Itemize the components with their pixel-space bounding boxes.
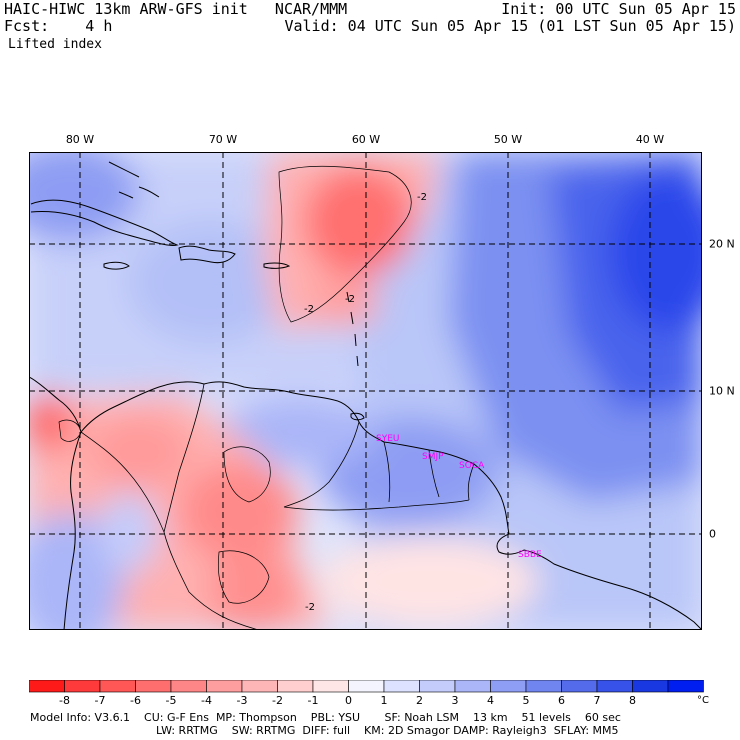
valid-time: Valid: 04 UTC Sun 05 Apr 15 (01 LST Sun …	[284, 17, 736, 35]
colorbar-box	[348, 680, 385, 693]
hispaniola-coast	[178, 245, 236, 264]
graticule	[29, 152, 702, 630]
contour-lines	[58, 165, 412, 604]
lat-label-10n: 10 N	[709, 384, 735, 398]
colorbar-tick-label: -1	[308, 694, 319, 707]
bahamas	[108, 161, 160, 199]
station-label-sbbe: SBBE	[518, 550, 542, 560]
colorbar-tick-label: -4	[201, 694, 212, 707]
pacific-coast	[63, 431, 82, 630]
map-frame	[29, 152, 702, 630]
colorbar-tick-label: 2	[416, 694, 423, 707]
contour-label: -2	[305, 602, 315, 613]
cuba-coast	[30, 199, 179, 246]
colorbar-tick-label: -3	[237, 694, 248, 707]
colorbar-tick-label: 7	[594, 694, 601, 707]
field-name: Lifted index	[8, 37, 102, 52]
lifted-index-map: -2 -2 -2 -2 SYEU SMJP SOCA SBBE	[29, 152, 702, 630]
colorbar-box	[383, 680, 420, 693]
border-suriname-fguiana	[428, 449, 440, 498]
colorbar-box	[170, 680, 207, 693]
colorbar-tick-label: -5	[166, 694, 177, 707]
colorbar-boxes	[29, 680, 704, 693]
model-info-line1: Model Info: V3.6.1 CU: G-F Ens MP: Thomp…	[30, 711, 621, 724]
contour-red-tongue	[278, 165, 412, 323]
lat-label-20n: 20 N	[709, 237, 735, 251]
init-time: Init: 00 UTC Sun 05 Apr 15	[501, 0, 736, 18]
jamaica-coast	[103, 261, 130, 270]
colorbar-box	[135, 680, 172, 693]
colorbar-box	[490, 680, 527, 693]
model-title: HAIC-HIWC 13km ARW-GFS init NCAR/MMM	[4, 0, 348, 18]
border-colombia-peru	[80, 431, 260, 630]
lesser-antilles	[346, 291, 359, 367]
model-info-line2: LW: RRTMG SW: RRTMG DIFF: full KM: 2D Sm…	[156, 724, 619, 737]
colorbar-box	[419, 680, 456, 693]
fcst-label: Fcst:	[4, 17, 50, 35]
colorbar-box	[99, 680, 136, 693]
central-america-coast	[29, 376, 82, 433]
contour-label: -2	[345, 294, 355, 305]
lon-label-70w: 70 W	[208, 133, 238, 146]
colorbar-box	[64, 680, 101, 693]
colorbar-box	[277, 680, 314, 693]
border-colombia-venezuela	[163, 383, 205, 533]
colorbar-box	[29, 680, 65, 693]
lat-label-0: 0	[709, 527, 716, 541]
colorbar-tick-label: 8	[629, 694, 636, 707]
puerto-rico-coast	[263, 262, 291, 269]
colorbar-box	[206, 680, 243, 693]
lon-label-60w: 60 W	[351, 133, 381, 146]
colorbar-tick-label: 3	[452, 694, 459, 707]
border-brazil-north	[283, 499, 470, 511]
colorbar: -8 -7 -6 -5 -4 -3 -2 -1 0 1 2 3 4 5 6 7 8 °C	[29, 680, 709, 707]
contour-venezuela	[223, 446, 271, 503]
fcst-value: 4 h	[85, 17, 113, 35]
colorbar-tick-label: -8	[59, 694, 70, 707]
colorbar-box	[667, 680, 704, 693]
colorbar-box	[241, 680, 278, 693]
border-fguiana-brazil	[467, 463, 475, 501]
lon-label-80w: 80 W	[65, 133, 95, 146]
colorbar-tick-label: 1	[381, 694, 388, 707]
station-label-soca: SOCA	[459, 461, 485, 471]
colorbar-tick-label: 6	[558, 694, 565, 707]
colorbar-ticks: -8 -7 -6 -5 -4 -3 -2 -1 0 1 2 3 4 5 6 7 8	[59, 694, 636, 707]
contour-label: -2	[304, 304, 314, 315]
colorbar-box	[632, 680, 669, 693]
station-label-syeu: SYEU	[376, 434, 399, 444]
trinidad-coast	[350, 412, 365, 421]
border-guyana-suriname	[383, 441, 391, 503]
colorbar-box	[454, 680, 491, 693]
border-venezuela-guyana	[283, 421, 360, 508]
contour-label: -2	[417, 192, 427, 203]
forecast-hour: Fcst: 4 h	[4, 18, 112, 35]
colorbar-tick-label: -2	[272, 694, 283, 707]
lon-label-50w: 50 W	[493, 133, 523, 146]
colorbar-tick-label: 4	[487, 694, 494, 707]
colorbar-box	[312, 680, 349, 693]
brazil-coast	[496, 533, 702, 630]
colorbar-box	[561, 680, 598, 693]
colorbar-tick-label: -7	[95, 694, 106, 707]
lon-label-40w: 40 W	[635, 133, 665, 146]
country-borders	[80, 383, 475, 630]
colorbar-tick-label: -6	[130, 694, 141, 707]
colorbar-unit: °C	[697, 695, 709, 706]
colorbar-tick-label: 0	[345, 694, 352, 707]
colorbar-tick-label: 5	[523, 694, 530, 707]
coastlines	[29, 161, 702, 630]
colorbar-box	[596, 680, 633, 693]
colorbar-box	[525, 680, 562, 693]
contour-south	[217, 550, 270, 604]
contour-west	[58, 419, 82, 442]
station-label-smjp: SMJP	[422, 452, 444, 462]
